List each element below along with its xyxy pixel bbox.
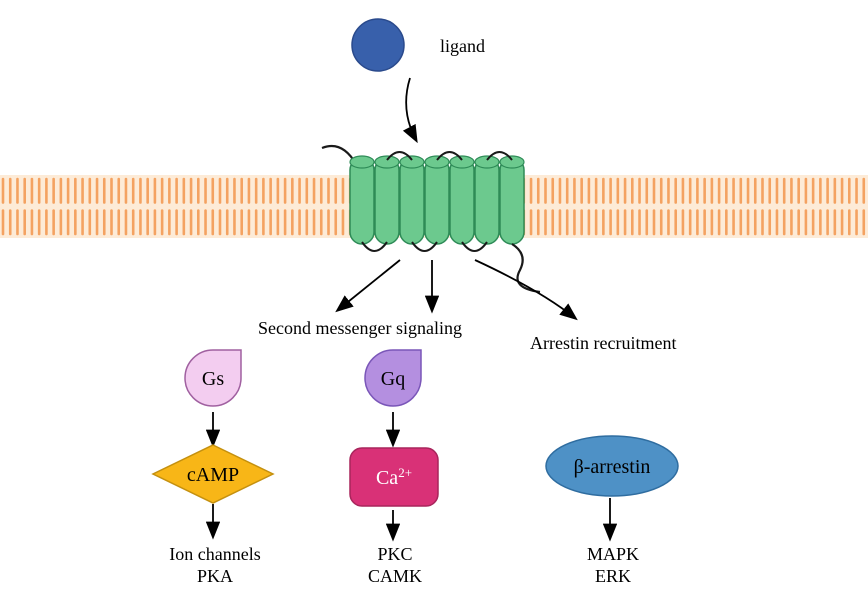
ligand-label: ligand bbox=[440, 36, 485, 57]
gs-node: Gs bbox=[185, 350, 241, 406]
svg-text:β-arrestin: β-arrestin bbox=[574, 456, 651, 478]
svg-text:cAMP: cAMP bbox=[187, 464, 239, 486]
beta-arrestin-node: β-arrestin bbox=[546, 436, 678, 496]
svg-text:Gs: Gs bbox=[202, 368, 224, 390]
gs-output-1: Ion channels bbox=[150, 544, 280, 565]
gq-node: Gq bbox=[365, 350, 421, 406]
arrestin-recruitment-label: Arrestin recruitment bbox=[530, 333, 676, 354]
calcium-node: Ca2+ bbox=[350, 448, 438, 506]
barr-output-2: ERK bbox=[548, 566, 678, 587]
svg-text:Gq: Gq bbox=[381, 368, 405, 390]
receptor bbox=[322, 146, 540, 292]
gq-output-2: CAMK bbox=[330, 566, 460, 587]
gq-output-1: PKC bbox=[330, 544, 460, 565]
second-messenger-label: Second messenger signaling bbox=[258, 318, 462, 339]
ligand-shape bbox=[352, 19, 404, 71]
camp-node: cAMP bbox=[153, 445, 273, 503]
barr-output-1: MAPK bbox=[548, 544, 678, 565]
gs-output-2: PKA bbox=[150, 566, 280, 587]
